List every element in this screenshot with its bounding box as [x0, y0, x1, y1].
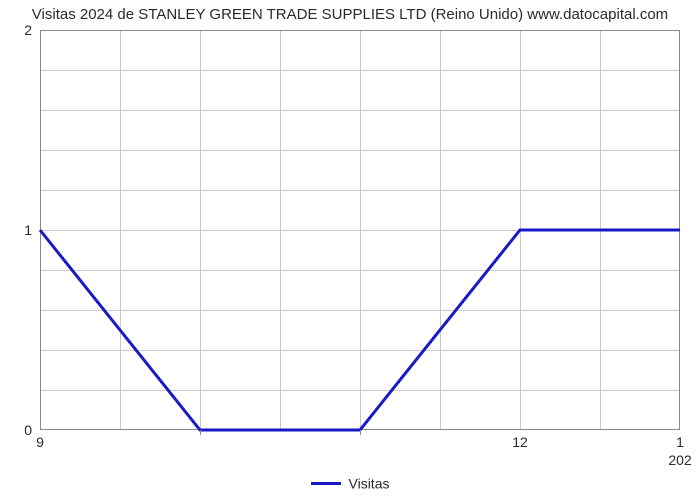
x-axis-label: 9	[36, 434, 44, 450]
data-line	[40, 30, 680, 430]
x-axis-right-label: 202	[668, 452, 691, 468]
x-axis-minor-tick	[200, 430, 201, 435]
x-axis-label: 12	[512, 434, 528, 450]
y-axis-label: 2	[0, 22, 32, 38]
x-axis-minor-tick	[360, 430, 361, 435]
series-polyline	[40, 230, 680, 430]
legend-label: Visitas	[349, 475, 390, 491]
y-axis-label: 0	[0, 422, 32, 438]
legend-swatch	[311, 482, 341, 485]
y-axis-label: 1	[0, 222, 32, 238]
legend: Visitas	[0, 474, 700, 491]
chart-container: Visitas 2024 de STANLEY GREEN TRADE SUPP…	[0, 0, 700, 500]
chart-title: Visitas 2024 de STANLEY GREEN TRADE SUPP…	[0, 6, 700, 23]
x-axis-label: 1	[676, 434, 684, 450]
